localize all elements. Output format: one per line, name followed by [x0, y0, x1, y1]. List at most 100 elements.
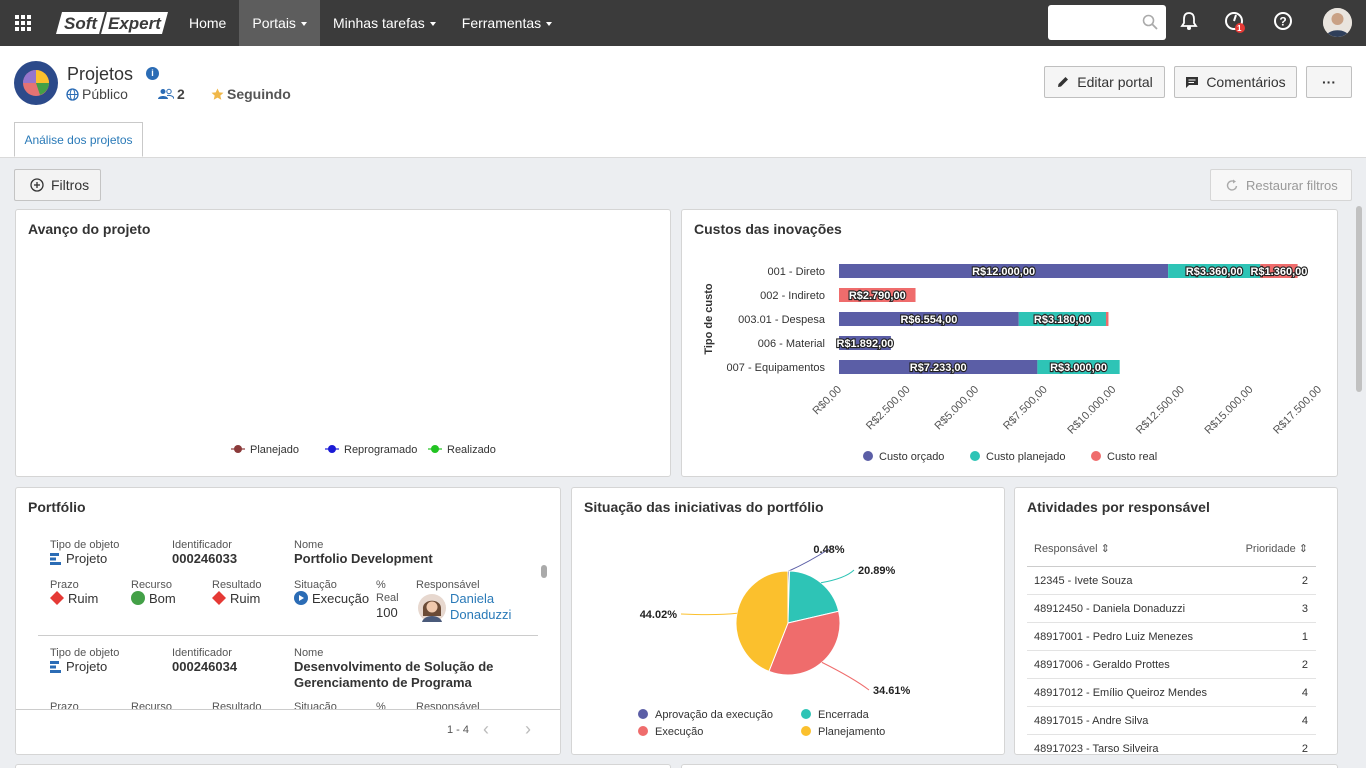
- bell-icon[interactable]: [1180, 11, 1198, 31]
- svg-text:Expert: Expert: [108, 14, 162, 33]
- members-count[interactable]: 2: [158, 86, 185, 102]
- table-header: Responsável ⇕ Prioridade ⇕: [1027, 531, 1316, 567]
- table-row[interactable]: 48917015 - Andre Silva 4: [1027, 707, 1316, 735]
- x-tick-label: R$7.500,00: [1001, 384, 1050, 433]
- svg-text:?: ?: [1279, 15, 1286, 29]
- tab-analise-dos-projetos[interactable]: Análise dos projetos: [14, 122, 143, 157]
- bar-label: R$1.892,00: [837, 338, 894, 350]
- plus-circle-icon: [30, 178, 44, 192]
- name-value[interactable]: Portfolio Development: [294, 551, 433, 566]
- table-row[interactable]: 48917023 - Tarso Silveira 2: [1027, 735, 1316, 755]
- info-icon[interactable]: i: [146, 67, 159, 80]
- progress-line-chart: Avanço físico do projeto em 27/020002460…: [231, 444, 496, 456]
- user-avatar[interactable]: [1323, 8, 1352, 37]
- cell-responsavel: 48917006 - Geraldo Prottes: [1034, 659, 1170, 671]
- field-label: Nome: [294, 647, 324, 659]
- responsible-link[interactable]: Donaduzzi: [450, 607, 512, 622]
- cell-prioridade: 4: [1301, 687, 1308, 699]
- table-row[interactable]: 48912450 - Daniela Donaduzzi 3: [1027, 595, 1316, 623]
- legend-label: Planejado: [250, 444, 299, 456]
- project-icon: [50, 661, 61, 673]
- comment-icon: [1186, 76, 1199, 88]
- panel-title: Portfólio: [28, 499, 86, 515]
- page-scrollbar[interactable]: [1356, 206, 1362, 392]
- category-label: 007 - Equipamentos: [727, 362, 826, 374]
- legend-label: Planejamento: [818, 726, 885, 738]
- more-options-button[interactable]: ···: [1306, 66, 1352, 98]
- x-tick-label: R$15.000,00: [1203, 384, 1256, 437]
- field-label: %: [376, 579, 386, 591]
- panel-title: Atividades por responsável: [1027, 499, 1210, 515]
- softexpert-logo[interactable]: Soft Expert: [56, 10, 170, 36]
- next-page-icon[interactable]: ›: [525, 719, 531, 739]
- bar-label: R$1.360,00: [1251, 266, 1308, 278]
- legend-marker: [234, 445, 242, 453]
- y-axis-label: Tipo de custo: [703, 283, 715, 355]
- x-tick-label: R$5.000,00: [933, 384, 982, 433]
- bar-segment: [839, 336, 891, 350]
- red-diamond-icon: [50, 591, 64, 605]
- top-navigation-bar: Soft Expert Home Portais Minhas tarefas F…: [0, 0, 1366, 46]
- leader-line: [821, 661, 870, 691]
- nav-ferramentas[interactable]: Ferramentas: [449, 0, 565, 46]
- name-value[interactable]: Gerenciamento de Programa: [294, 675, 472, 690]
- name-value[interactable]: Desenvolvimento de Solução de: [294, 659, 494, 674]
- panel-atividades-por-responsavel: Atividades por responsável Responsável ⇕…: [1014, 487, 1338, 755]
- legend-marker: [431, 445, 439, 453]
- legend-marker: [328, 445, 336, 453]
- cell-responsavel: 48917023 - Tarso Silveira: [1034, 743, 1159, 755]
- filters-button[interactable]: Filtros: [14, 169, 101, 201]
- play-circle-icon: [294, 591, 308, 605]
- bar-segment: [1037, 360, 1120, 374]
- cell-prioridade: 3: [1301, 603, 1308, 615]
- responsible-link[interactable]: Daniela: [450, 591, 495, 606]
- activity-gauge-icon[interactable]: [1224, 11, 1246, 33]
- notification-badge: 1: [1237, 24, 1242, 33]
- table-row[interactable]: 12345 - Ivete Souza 2: [1027, 567, 1316, 595]
- legend-marker: [1091, 451, 1101, 461]
- apps-grid-icon[interactable]: [0, 0, 46, 46]
- result-status: Ruim: [212, 591, 260, 606]
- previous-page-icon[interactable]: ‹: [483, 719, 489, 739]
- legend-label: Aprovação da execução: [655, 709, 773, 721]
- bar-label: R$2.790,00: [849, 290, 906, 302]
- table-row[interactable]: 48917012 - Emílio Queiroz Mendes 4: [1027, 679, 1316, 707]
- users-icon: [158, 88, 174, 100]
- field-label: %: [376, 701, 386, 713]
- search-input[interactable]: [1048, 5, 1166, 40]
- caret-down-icon: [300, 22, 307, 26]
- project-icon: [50, 553, 61, 565]
- edit-portal-button[interactable]: Editar portal: [1044, 66, 1165, 98]
- green-circle-icon: [131, 591, 145, 605]
- category-label: 006 - Material: [758, 338, 825, 350]
- comments-button[interactable]: Comentários: [1174, 66, 1297, 98]
- panel-avanco-do-projeto: Avanço do projeto Avanço físico do proje…: [15, 209, 671, 477]
- nav-home[interactable]: Home: [189, 15, 227, 31]
- page-counter: 1 - 4: [447, 724, 470, 736]
- divider: [38, 635, 538, 636]
- field-label: Resultado: [212, 579, 262, 591]
- column-header-prioridade[interactable]: Prioridade ⇕: [1245, 543, 1308, 555]
- field-label: Real: [376, 592, 399, 604]
- column-header-responsavel[interactable]: Responsável ⇕: [1034, 543, 1110, 555]
- nav-minhas-tarefas[interactable]: Minhas tarefas: [320, 0, 449, 46]
- table-row[interactable]: 48917001 - Pedro Luiz Menezes 1: [1027, 623, 1316, 651]
- portal-logo: [14, 61, 58, 105]
- restore-filters-button[interactable]: Restaurar filtros: [1210, 169, 1352, 201]
- list-scrollbar[interactable]: [541, 565, 547, 578]
- help-icon[interactable]: ?: [1273, 11, 1293, 31]
- slice-label: 34.61%: [873, 685, 911, 697]
- legend-label: Custo orçado: [879, 451, 944, 463]
- bar-segment: [839, 360, 1038, 374]
- panel-partial: [681, 764, 1338, 768]
- cell-prioridade: 2: [1301, 575, 1308, 587]
- cell-responsavel: 12345 - Ivete Souza: [1034, 575, 1133, 587]
- legend-label: Encerrada: [818, 709, 870, 721]
- pie-slice: [735, 570, 789, 673]
- nav-portais[interactable]: Portais: [239, 0, 320, 46]
- field-label: Identificador: [172, 539, 232, 551]
- bar-segment: [1260, 264, 1298, 278]
- object-type-value: Projeto: [50, 659, 107, 674]
- table-row[interactable]: 48917006 - Geraldo Prottes 2: [1027, 651, 1316, 679]
- follow-toggle[interactable]: Seguindo: [211, 86, 291, 102]
